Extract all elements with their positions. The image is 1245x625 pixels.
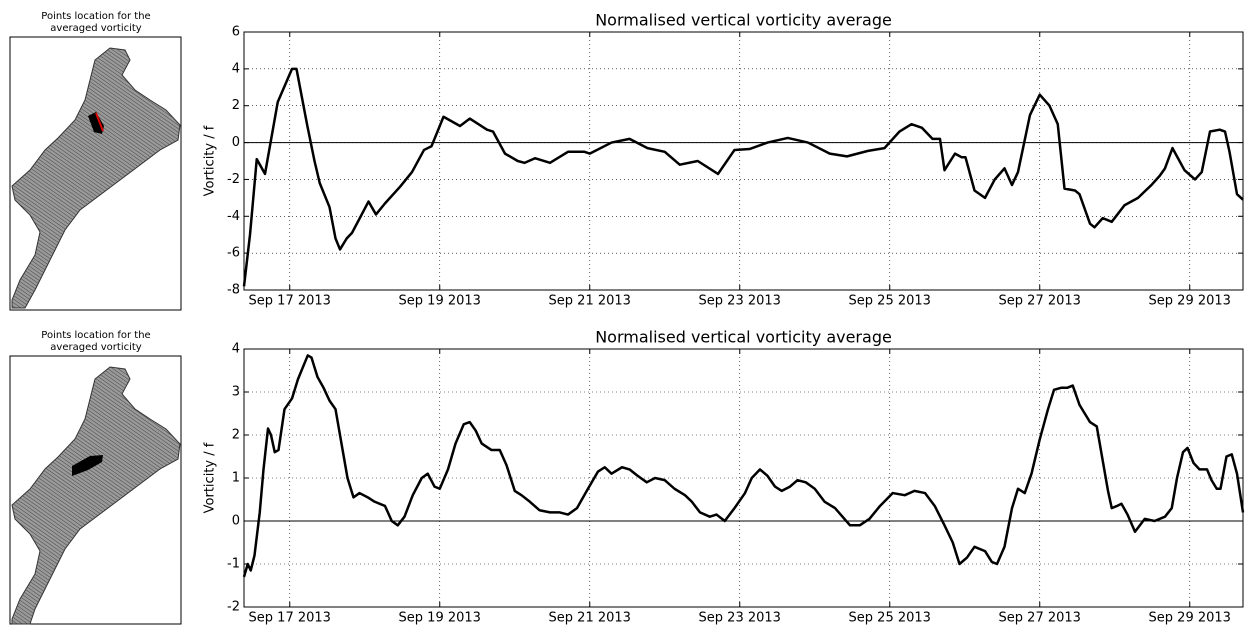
x-tick-label: Sep 27 2013 xyxy=(999,611,1081,625)
x-tick-label: Sep 19 2013 xyxy=(399,611,481,625)
x-tick-label: Sep 25 2013 xyxy=(849,611,931,625)
chart: Normalised vertical vorticity average Vor… xyxy=(203,11,1244,309)
map-panel: Points location for the averaged vortici… xyxy=(9,330,182,625)
x-tick-label: Sep 29 2013 xyxy=(1149,611,1231,625)
map-title: Points location for the xyxy=(41,11,150,22)
y-tick-label: -8 xyxy=(227,283,240,298)
x-tick-label: Sep 23 2013 xyxy=(699,611,781,625)
chart-title: Normalised vertical vorticity average xyxy=(595,11,892,30)
y-tick-label: -6 xyxy=(227,246,240,261)
x-tick-label: Sep 23 2013 xyxy=(699,294,781,309)
y-tick-label: -2 xyxy=(227,172,240,187)
chart-title: Normalised vertical vorticity average xyxy=(595,328,892,347)
y-tick-label: 2 xyxy=(232,428,240,443)
points-line xyxy=(95,112,104,132)
x-tick-label: Sep 17 2013 xyxy=(249,611,331,625)
x-tick-label: Sep 19 2013 xyxy=(399,294,481,309)
y-tick-label: 0 xyxy=(232,514,240,529)
lake-shape xyxy=(11,366,181,625)
map-title: averaged vorticity xyxy=(50,342,142,353)
y-axis-label: Vorticity / f xyxy=(203,442,218,513)
y-tick-label: 1 xyxy=(232,471,240,486)
x-tick-label: Sep 17 2013 xyxy=(249,294,331,309)
y-tick-label: -2 xyxy=(227,600,240,615)
x-tick-label: Sep 25 2013 xyxy=(849,294,931,309)
y-tick-label: 4 xyxy=(232,342,240,357)
chart: Normalised vertical vorticity average Vor… xyxy=(203,328,1245,625)
x-tick-label: Sep 27 2013 xyxy=(999,294,1081,309)
series-line xyxy=(242,67,1244,287)
points-region xyxy=(72,455,103,476)
y-tick-label: -1 xyxy=(227,557,240,572)
plot-frame xyxy=(243,31,1244,291)
map-title: Points location for the xyxy=(41,330,150,341)
series-line xyxy=(242,354,1245,578)
points-region xyxy=(88,112,104,134)
map-panel: Points location for the averaged vortici… xyxy=(9,11,182,311)
y-tick-label: 2 xyxy=(232,98,240,113)
y-tick-label: 0 xyxy=(232,135,240,150)
x-tick-label: Sep 21 2013 xyxy=(549,294,631,309)
y-axis-label: Vorticity / f xyxy=(203,125,218,196)
lake-shape xyxy=(11,47,181,309)
y-tick-label: 4 xyxy=(232,61,240,76)
plot-frame xyxy=(243,348,1244,608)
y-tick-label: 6 xyxy=(232,25,240,40)
x-tick-label: Sep 21 2013 xyxy=(549,611,631,625)
y-tick-label: -4 xyxy=(227,209,240,224)
x-tick-label: Sep 29 2013 xyxy=(1149,294,1231,309)
y-tick-label: 3 xyxy=(232,385,240,400)
map-title: averaged vorticity xyxy=(50,23,142,34)
